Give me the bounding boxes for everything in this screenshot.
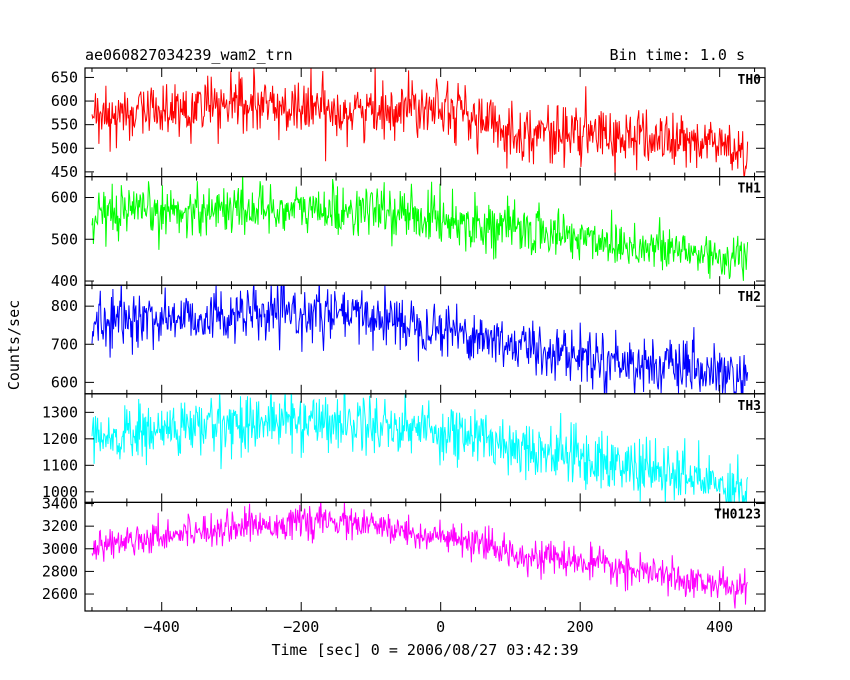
y-tick-label: 700 (51, 335, 78, 353)
y-tick-label: 550 (51, 116, 78, 134)
x-tick-label: 0 (436, 618, 445, 636)
y-tick-label: 1200 (42, 430, 78, 448)
y-tick-label: 1100 (42, 456, 78, 474)
series-th0123 (91, 502, 748, 609)
series-th1 (91, 176, 749, 281)
panel-label: TH0123 (714, 507, 761, 522)
panel-label: TH2 (738, 290, 761, 305)
y-tick-label: 600 (51, 188, 78, 206)
series-th0 (91, 68, 749, 177)
y-tick-label: 3200 (42, 517, 78, 535)
y-tick-label: 800 (51, 297, 78, 315)
y-axis-title: Counts/sec (5, 300, 23, 390)
y-tick-label: 2800 (42, 562, 78, 580)
y-tick-label: 1000 (42, 483, 78, 501)
panel-th0123: 2600 2800 3000 3200 3400 TH0123 (42, 495, 766, 612)
panel-th2: 600 700 800 TH2 (51, 284, 766, 395)
panel-th3: 1000 1100 1200 1300 TH3 (42, 393, 766, 503)
panel-frame (84, 501, 766, 612)
y-tick-label: 2600 (42, 585, 78, 603)
panel-th1: 400 500 600 TH1 (51, 176, 766, 290)
panel-label: TH0 (738, 73, 762, 88)
y-tick-label: 450 (51, 163, 78, 181)
y-tick-label: 500 (51, 139, 78, 157)
series-th2 (91, 285, 749, 394)
y-tick-label: 650 (51, 68, 78, 86)
x-tick-label: 200 (567, 618, 594, 636)
bin-time-label: Bin time: 1.0 s (610, 46, 745, 64)
y-tick-label: 3000 (42, 540, 78, 558)
panel-label: TH3 (738, 399, 761, 414)
y-tick-label: 600 (51, 373, 78, 391)
x-tick-label: −200 (283, 618, 319, 636)
series-th3 (91, 393, 749, 503)
y-tick-label: 3400 (42, 495, 78, 513)
x-tick-label: 400 (706, 618, 733, 636)
observation-id-title: ae060827034239_wam2_trn (85, 46, 293, 64)
x-tick-label: −400 (144, 618, 180, 636)
y-tick-label: 400 (51, 272, 78, 290)
panel-label: TH1 (738, 182, 762, 197)
x-axis-title: Time [sec] 0 = 2006/08/27 03:42:39 (271, 641, 578, 659)
panel-stack: 450 500 550 600 650 TH0 400 500 600 TH1 600 700 800 T… (42, 67, 766, 636)
y-tick-label: 500 (51, 230, 78, 248)
y-tick-label: 1300 (42, 403, 78, 421)
y-tick-label: 600 (51, 92, 78, 110)
panel-th0: 450 500 550 600 650 TH0 (51, 67, 766, 181)
